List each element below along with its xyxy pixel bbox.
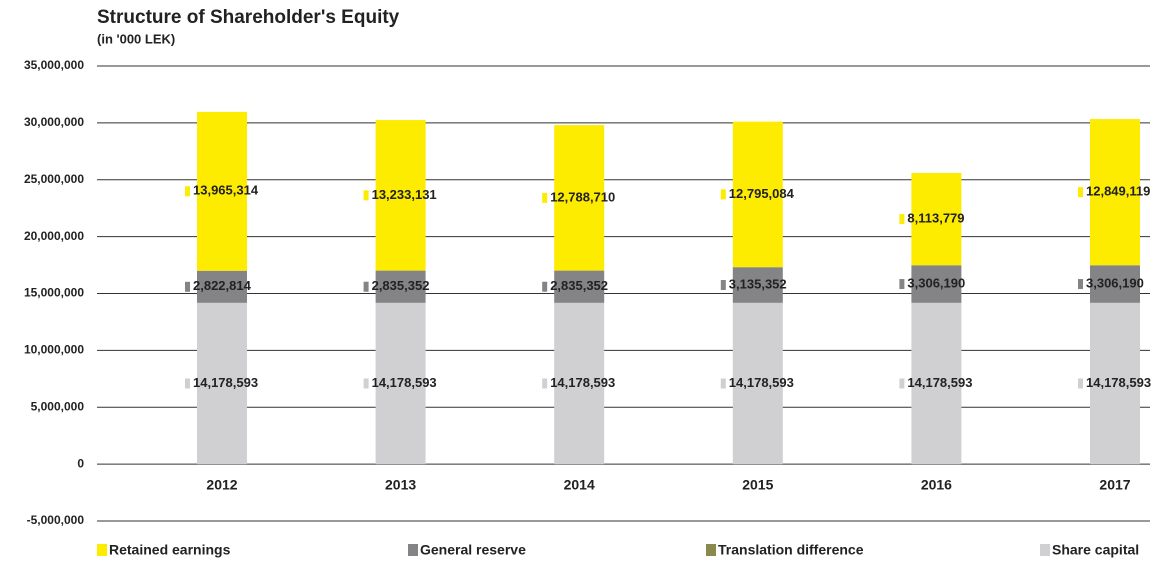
legend-swatch [97, 544, 107, 556]
bar-segment [375, 302, 426, 465]
value-label: 14,178,593 [193, 375, 258, 390]
bar-segment [732, 121, 783, 268]
y-tick-label: 10,000,000 [24, 343, 84, 357]
value-label: 3,135,352 [729, 276, 787, 291]
x-tick-label: 2012 [206, 477, 237, 493]
value-label: 2,835,352 [550, 278, 608, 293]
label-marker [363, 190, 369, 201]
value-label: 14,178,593 [729, 375, 794, 390]
bar-segment [1090, 119, 1140, 266]
bar-segment [911, 265, 962, 303]
value-label: 14,178,593 [1086, 375, 1151, 390]
value-label: 2,835,352 [372, 278, 430, 293]
label-marker [899, 214, 905, 225]
legend-label: Share capital [1052, 542, 1139, 558]
bar-segment [732, 302, 783, 465]
x-tick-label: 2017 [1099, 477, 1130, 493]
legend-swatch [408, 544, 418, 556]
value-label: 2,822,814 [193, 278, 252, 293]
label-marker [363, 281, 369, 292]
label-marker [542, 192, 548, 203]
label-marker [542, 378, 548, 389]
y-tick-label: 15,000,000 [24, 286, 84, 300]
x-tick-label: 2013 [385, 477, 416, 493]
y-tick-label: 5,000,000 [31, 399, 85, 413]
bar-segment [197, 111, 247, 271]
label-marker [899, 279, 905, 290]
bar-segment [911, 172, 962, 266]
value-label: 13,965,314 [193, 183, 259, 198]
y-tick-label: 25,000,000 [24, 172, 84, 186]
value-label: 8,113,779 [907, 211, 964, 226]
y-tick-label: -5,000,000 [27, 513, 85, 527]
bar-segment [911, 302, 962, 465]
value-label: 14,178,593 [550, 375, 615, 390]
value-label: 12,849,119 [1086, 184, 1150, 199]
label-marker [542, 281, 548, 292]
value-label: 14,178,593 [372, 375, 437, 390]
legend-swatch [1040, 544, 1050, 556]
bar-segment [732, 267, 783, 303]
value-label: 12,788,710 [550, 189, 615, 204]
label-marker [1078, 187, 1083, 198]
bar-segment [375, 270, 426, 303]
legend-label: Retained earnings [109, 542, 231, 558]
label-marker [899, 378, 905, 389]
bar-segment [554, 302, 605, 465]
label-marker [185, 281, 190, 292]
label-marker [1078, 279, 1083, 290]
chart-subtitle: (in '000 LEK) [97, 31, 175, 46]
label-marker [720, 378, 726, 389]
label-marker [185, 378, 190, 389]
label-marker [363, 378, 369, 389]
label-marker [1078, 378, 1083, 389]
legend-label: Translation difference [718, 542, 864, 558]
legend-swatch [706, 544, 716, 556]
bar-segment [1090, 302, 1140, 465]
y-tick-label: 0 [77, 456, 84, 470]
y-tick-label: 20,000,000 [24, 229, 84, 243]
bar-segment [1090, 265, 1140, 303]
value-label: 3,306,190 [1086, 275, 1144, 290]
y-tick-label: 35,000,000 [24, 58, 84, 72]
label-marker [185, 186, 190, 197]
value-label: 13,233,131 [372, 187, 437, 202]
value-label: 12,795,084 [729, 186, 795, 201]
value-label: 3,306,190 [907, 275, 965, 290]
y-tick-label: 30,000,000 [24, 115, 84, 129]
bar-segment [197, 302, 247, 465]
bar-segment [554, 125, 605, 271]
x-tick-label: 2014 [564, 477, 595, 493]
x-tick-label: 2015 [742, 477, 773, 493]
x-tick-label: 2016 [921, 477, 952, 493]
bar-segment [554, 270, 605, 303]
bar-segment [197, 270, 247, 303]
value-label: 14,178,593 [907, 375, 972, 390]
chart-title: Structure of Shareholder's Equity [97, 7, 400, 28]
label-marker [720, 189, 726, 200]
legend-label: General reserve [420, 542, 526, 558]
bar-segment [375, 120, 426, 271]
label-marker [720, 280, 726, 291]
